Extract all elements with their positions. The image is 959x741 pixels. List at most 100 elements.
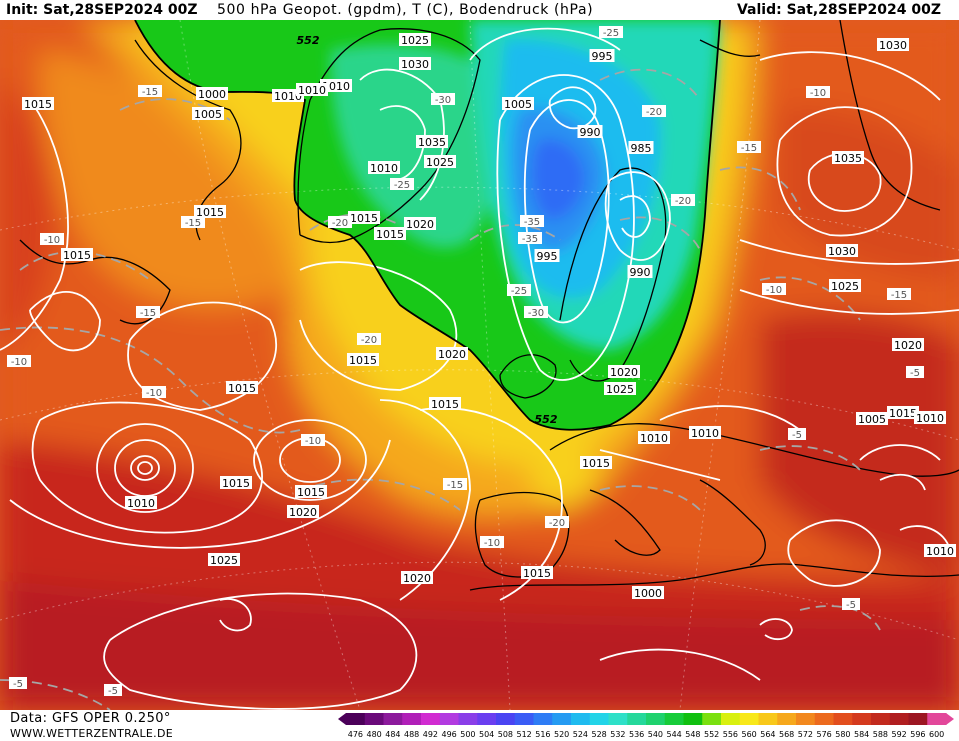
colorbar-tick-label: 588 xyxy=(873,730,888,739)
svg-text:1020: 1020 xyxy=(894,339,922,352)
svg-text:1010: 1010 xyxy=(640,432,668,445)
height-label: 552 xyxy=(297,34,320,47)
svg-text:1015: 1015 xyxy=(63,249,91,262)
svg-text:-10: -10 xyxy=(11,357,27,368)
svg-text:-5: -5 xyxy=(108,686,118,697)
map-label: 1020 xyxy=(404,217,436,231)
map-label: 990 xyxy=(577,125,603,139)
color-swatch xyxy=(777,713,797,725)
color-swatch xyxy=(439,713,459,725)
website: WWW.WETTERZENTRALE.DE xyxy=(10,727,173,740)
temperature-label: -10 xyxy=(806,86,830,99)
svg-text:1025: 1025 xyxy=(426,156,454,169)
colorbar-tick-label: 532 xyxy=(610,730,625,739)
svg-text:1015: 1015 xyxy=(350,212,378,225)
colorbar-tick-label: 480 xyxy=(366,730,381,739)
map-label: 1025 xyxy=(424,155,456,169)
colorbar-tick-label: 528 xyxy=(591,730,606,739)
svg-text:995: 995 xyxy=(592,50,613,63)
map-label: 1000 xyxy=(196,87,228,101)
colorbar-tick-label: 500 xyxy=(460,730,475,739)
svg-text:-10: -10 xyxy=(484,538,500,549)
temperature-label: -30 xyxy=(431,93,455,106)
color-swatch xyxy=(383,713,403,725)
svg-text:-10: -10 xyxy=(146,388,162,399)
temperature-label: -5 xyxy=(906,366,924,379)
temperature-label: -15 xyxy=(887,288,911,301)
map-label: 1015 xyxy=(521,566,553,580)
map-label: 985 xyxy=(628,141,654,155)
svg-text:-10: -10 xyxy=(305,436,321,447)
svg-text:-20: -20 xyxy=(361,335,377,346)
isobars xyxy=(0,27,959,710)
svg-text:1020: 1020 xyxy=(289,506,317,519)
svg-text:1025: 1025 xyxy=(210,554,238,567)
temperature-label: -20 xyxy=(642,105,666,118)
color-swatch xyxy=(589,713,609,725)
svg-text:-15: -15 xyxy=(142,87,158,98)
colorbar-right-arrow xyxy=(946,713,954,725)
temperature-label: -15 xyxy=(181,216,205,229)
color-swatch xyxy=(402,713,422,725)
map-label: 1015 xyxy=(295,485,327,499)
color-swatch xyxy=(552,713,572,725)
map-label: 1015 xyxy=(220,476,252,490)
colorbar-tick-label: 544 xyxy=(666,730,681,739)
color-swatch xyxy=(346,713,366,725)
temperature-label: -5 xyxy=(842,598,860,611)
svg-text:-25: -25 xyxy=(603,28,619,39)
color-swatch xyxy=(721,713,741,725)
svg-text:1035: 1035 xyxy=(418,136,446,149)
temperature-label: -10 xyxy=(762,283,786,296)
colorbar-tick-label: 560 xyxy=(741,730,756,739)
map-label: 1015 xyxy=(887,406,919,420)
svg-text:1015: 1015 xyxy=(431,398,459,411)
svg-text:-5: -5 xyxy=(792,430,802,441)
map-label: 1020 xyxy=(892,338,924,352)
svg-text:1015: 1015 xyxy=(376,228,404,241)
svg-text:995: 995 xyxy=(537,250,558,263)
map-label: 1035 xyxy=(832,151,864,165)
color-swatch xyxy=(421,713,441,725)
colorbar-tick-label: 596 xyxy=(910,730,925,739)
color-swatch xyxy=(908,713,928,725)
map-footer: Data: GFS OPER 0.250° WWW.WETTERZENTRALE… xyxy=(0,710,959,741)
map-label: 990 xyxy=(627,265,653,279)
temperature-label: -20 xyxy=(328,216,352,229)
svg-text:1010: 1010 xyxy=(322,80,350,93)
map-label: 1025 xyxy=(399,33,431,47)
color-swatch xyxy=(796,713,816,725)
map-label: 1020 xyxy=(608,365,640,379)
svg-text:1025: 1025 xyxy=(831,280,859,293)
color-swatch xyxy=(664,713,684,725)
map-label: 1015 xyxy=(374,227,406,241)
valid-time: Valid: Sat,28SEP2024 00Z xyxy=(736,2,941,18)
svg-text:-5: -5 xyxy=(910,368,920,379)
svg-text:1025: 1025 xyxy=(401,34,429,47)
colorbar-tick-label: 492 xyxy=(423,730,438,739)
temperature-label: -5 xyxy=(788,428,806,441)
svg-text:-10: -10 xyxy=(766,285,782,296)
svg-text:1030: 1030 xyxy=(828,245,856,258)
color-swatch xyxy=(458,713,478,725)
svg-text:1005: 1005 xyxy=(858,413,886,426)
svg-text:985: 985 xyxy=(631,142,652,155)
colorbar-left-arrow xyxy=(338,713,346,725)
svg-text:1030: 1030 xyxy=(879,39,907,52)
map-header: Init: Sat,28SEP2024 00Z 500 hPa Geopot. … xyxy=(0,0,959,20)
svg-text:1000: 1000 xyxy=(198,88,226,101)
map-title: 500 hPa Geopot. (gpdm), T (C), Bodendruc… xyxy=(217,2,594,18)
svg-text:990: 990 xyxy=(630,266,651,279)
map-label: 1010 xyxy=(296,83,328,97)
svg-text:-20: -20 xyxy=(646,107,662,118)
map-label: 1030 xyxy=(826,244,858,258)
color-swatch xyxy=(477,713,497,725)
geopotential-field xyxy=(0,20,959,710)
svg-text:1025: 1025 xyxy=(606,383,634,396)
map-label: 1015 xyxy=(347,353,379,367)
color-swatch xyxy=(702,713,722,725)
svg-text:-25: -25 xyxy=(394,180,410,191)
temperature-label: -10 xyxy=(40,233,64,246)
map-label: 1000 xyxy=(632,586,664,600)
svg-text:-15: -15 xyxy=(741,143,757,154)
